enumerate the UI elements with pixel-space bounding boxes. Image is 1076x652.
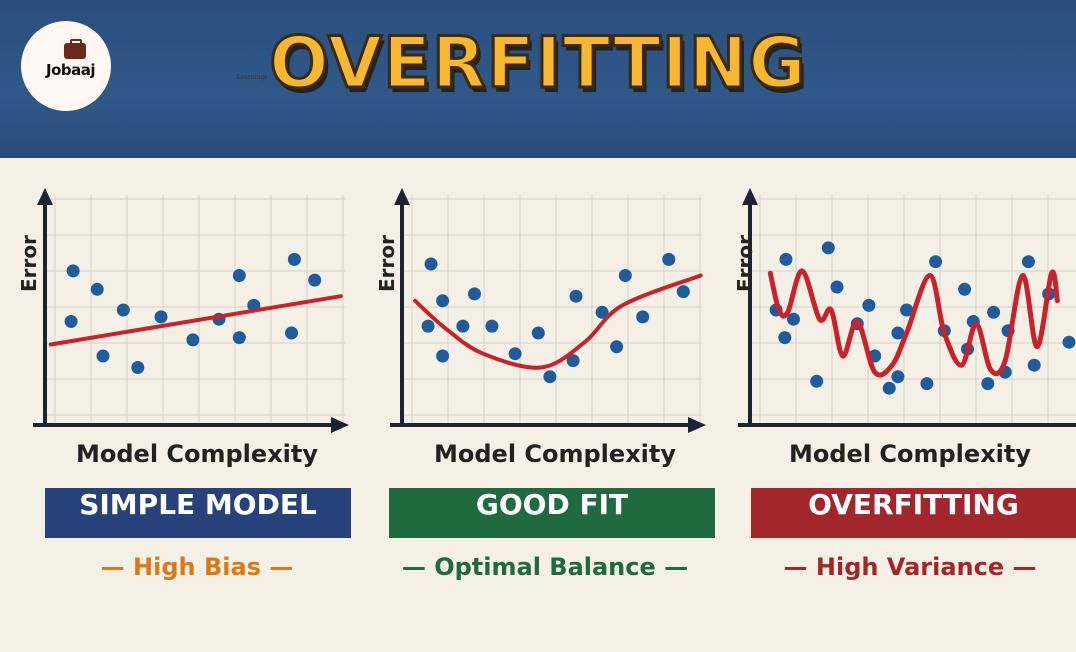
fit-curve [48, 294, 343, 347]
data-point [929, 255, 943, 269]
y-axis-label-1: Error [17, 235, 41, 292]
y-axis-arrow-icon [742, 188, 758, 205]
data-point [981, 377, 995, 391]
subtitle-high-bias: — High Bias — [100, 553, 294, 581]
data-point [636, 310, 650, 324]
data-point [618, 269, 632, 282]
x-axis-label-2: Model Complexity [433, 440, 677, 468]
data-point [610, 340, 624, 354]
data-point [64, 315, 78, 328]
data-point [421, 319, 435, 333]
banner-good-fit: GOOD FIT [389, 488, 715, 538]
data-point [1027, 358, 1041, 372]
banner-simple-model: SIMPLE MODEL [45, 488, 351, 538]
data-point [436, 349, 450, 363]
data-point [456, 319, 470, 333]
data-point [810, 374, 824, 388]
data-point [154, 310, 168, 324]
x-axis-label-3: Model Complexity [788, 440, 1032, 468]
subtitle-text: High Bias [133, 553, 261, 581]
subtitle-text: Optimal Balance [434, 553, 656, 581]
y-axis-arrow-icon [37, 188, 53, 205]
data-point [891, 370, 905, 384]
data-point [900, 303, 914, 317]
page-title: OVERFITTING [268, 21, 808, 106]
y-axis-arrow-icon [394, 188, 410, 205]
data-point [862, 298, 876, 312]
data-point [1062, 335, 1076, 349]
data-point [662, 252, 676, 266]
data-point [424, 257, 438, 271]
data-point [90, 282, 104, 296]
data-point [232, 331, 246, 345]
x-axis-arrow-icon [331, 417, 349, 433]
data-point [821, 241, 835, 255]
data-point [116, 303, 130, 317]
data-point [66, 264, 80, 278]
subtitle-high-variance: — High Variance — [783, 553, 1037, 581]
data-point [830, 280, 844, 294]
data-point [531, 326, 545, 340]
fit-curve [767, 268, 1060, 378]
y-axis-label-2: Error [375, 235, 399, 292]
x-axis-arrow-icon [688, 417, 706, 433]
y-axis-label-3: Error [733, 235, 757, 292]
data-point [958, 282, 972, 296]
banner-overfitting: OVERFITTING [751, 488, 1076, 538]
data-point [566, 354, 580, 368]
data-point [1021, 255, 1035, 269]
data-point [569, 289, 583, 303]
data-point [543, 370, 557, 384]
logo: Jobaaj Learnings [21, 21, 267, 111]
data-point [131, 361, 145, 374]
data-point [485, 319, 499, 333]
data-point [676, 285, 690, 299]
data-point [779, 252, 793, 266]
subtitle-text: High Variance [815, 553, 1005, 581]
data-point [186, 333, 200, 347]
briefcase-icon [64, 39, 86, 59]
data-point [285, 326, 298, 340]
data-point [508, 347, 522, 361]
header-banner [0, 0, 1076, 158]
data-point [787, 312, 800, 326]
data-point [920, 377, 934, 391]
data-point [987, 305, 1001, 319]
data-point [96, 349, 110, 363]
data-point [232, 269, 246, 282]
data-point [436, 294, 450, 308]
data-point [468, 287, 481, 301]
data-point [882, 381, 896, 395]
data-point [595, 305, 609, 319]
data-point [778, 331, 792, 345]
logo-sub: Learnings [236, 74, 268, 81]
x-axis-label-1: Model Complexity [75, 440, 319, 468]
data-point [308, 273, 322, 287]
logo-name: Jobaaj [46, 61, 96, 79]
data-point [891, 326, 905, 340]
subtitle-optimal-balance: — Optimal Balance — [401, 553, 689, 581]
data-point [287, 252, 301, 266]
fit-curve [413, 273, 703, 370]
